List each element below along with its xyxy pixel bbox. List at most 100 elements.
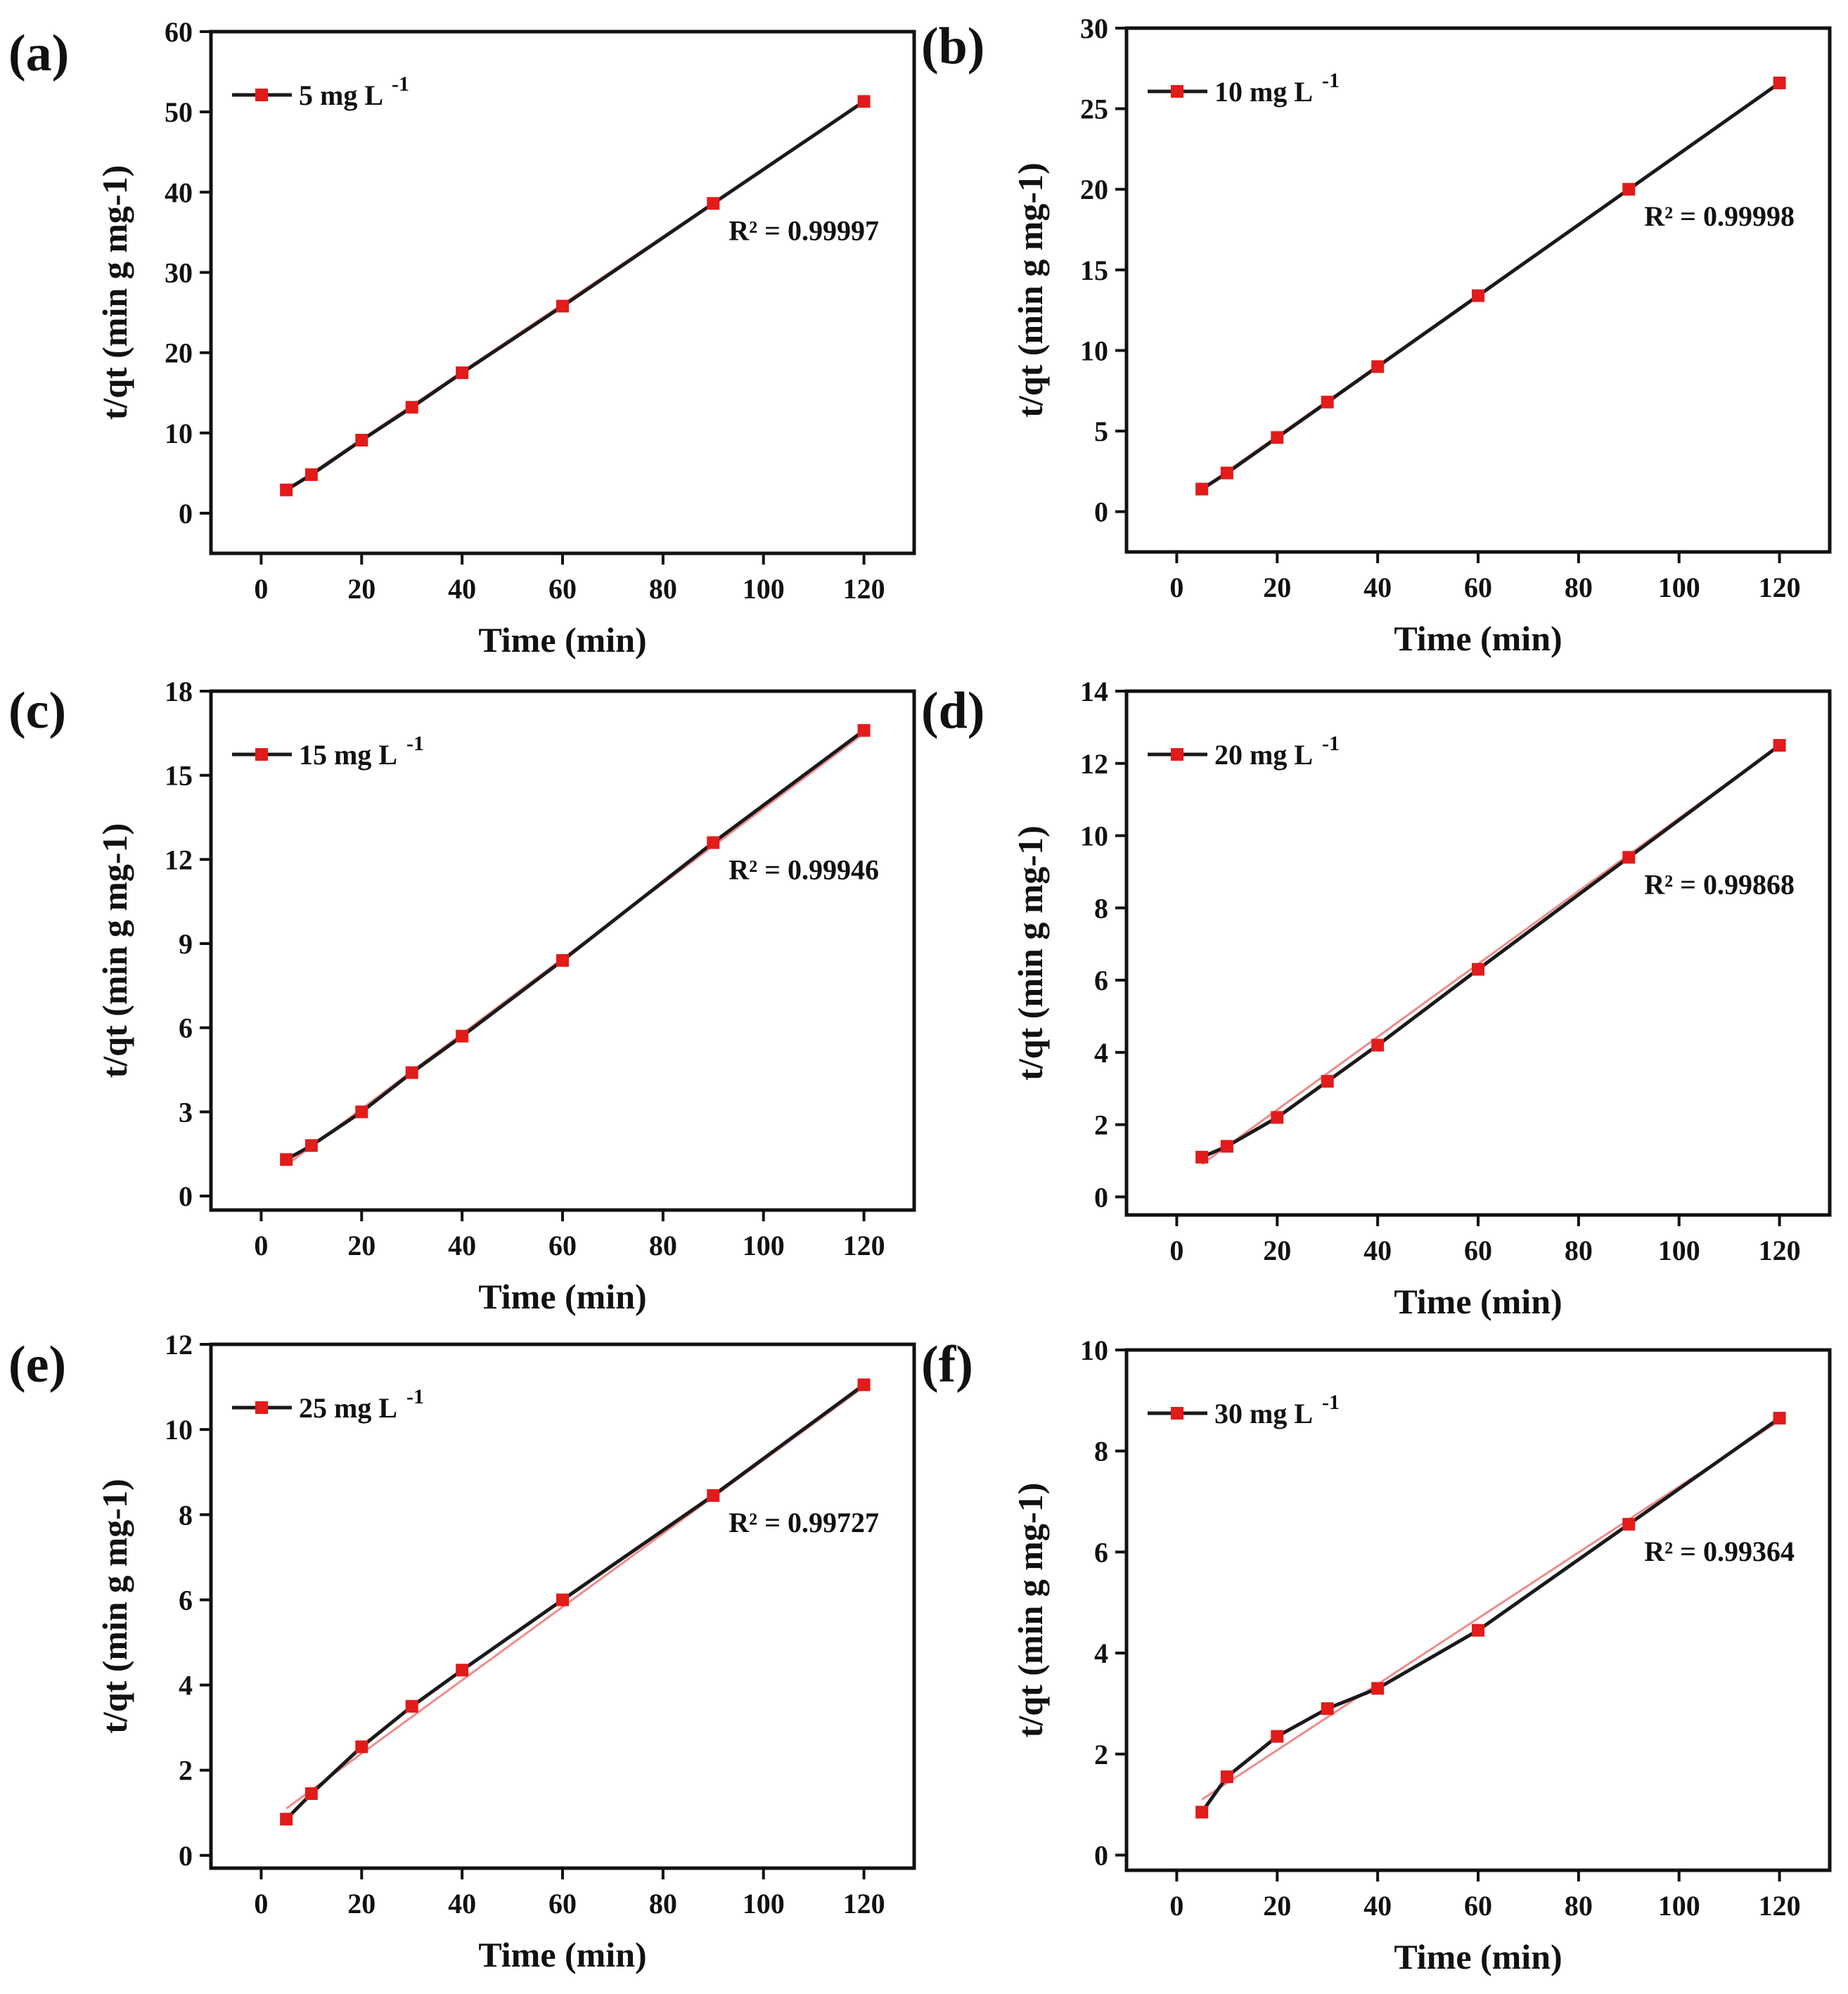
data-point (556, 300, 569, 313)
x-tick-label: 20 (347, 1230, 376, 1261)
y-tick-label: 4 (1094, 1037, 1108, 1069)
x-tick-label: 20 (347, 573, 376, 605)
data-point (1271, 431, 1284, 444)
x-axis-title: Time (min) (1394, 1937, 1562, 1976)
x-axis-title: Time (min) (478, 620, 646, 660)
x-tick-label: 60 (548, 573, 577, 605)
y-tick-label: 2 (1094, 1739, 1108, 1770)
data-point (1371, 360, 1385, 373)
y-tick-label: 2 (179, 1755, 193, 1787)
legend-marker (255, 89, 268, 101)
r-squared-annotation: R² = 0.99997 (729, 214, 879, 246)
x-tick-label: 20 (1263, 1235, 1291, 1266)
data-point (707, 1489, 720, 1503)
y-tick-label: 12 (165, 844, 193, 875)
data-point (707, 197, 720, 210)
data-point (456, 366, 469, 380)
y-tick-label: 0 (179, 498, 193, 529)
data-point (1195, 1150, 1209, 1164)
y-tick-label: 3 (179, 1096, 193, 1128)
r-squared-annotation: R² = 0.99868 (1644, 868, 1795, 900)
legend-superscript: -1 (392, 72, 409, 96)
legend-label: 30 mg L (1214, 1398, 1313, 1429)
x-tick-label: 60 (1464, 572, 1492, 603)
y-axis-title: t/qt (min g mg-1) (1010, 825, 1050, 1080)
x-tick-label: 40 (448, 1888, 476, 1919)
legend-label: 25 mg L (299, 1392, 397, 1424)
y-tick-label: 8 (1094, 1436, 1108, 1467)
chart-panel-3: (c) 0 20 40 60 80 100 120 0 3 6 9 12 15 18 Time (min) t/… (8, 676, 916, 1316)
y-tick-label: 20 (1080, 174, 1108, 205)
y-tick-label: 25 (1080, 94, 1108, 125)
legend-marker (1171, 1407, 1183, 1420)
x-tick-label: 0 (254, 1230, 268, 1261)
x-axis-title: Time (min) (478, 1277, 646, 1316)
chart-panel-2: (b) 0 20 40 60 80 100 120 0 5 10 15 20 25 30 Time (min)… (921, 13, 1832, 658)
x-tick-label: 0 (1169, 1235, 1183, 1266)
series-line (285, 100, 865, 491)
y-tick-label: 10 (1080, 335, 1108, 366)
x-tick-label: 100 (1658, 1235, 1700, 1266)
data-point (857, 95, 871, 108)
data-point (304, 468, 318, 482)
y-tick-label: 18 (165, 676, 193, 707)
data-point (1321, 395, 1334, 409)
chart-panel-5: (e) 0 20 40 60 80 100 120 0 2 4 6 8 10 12 Time (min) t/q… (8, 1329, 916, 1974)
data-point (707, 836, 720, 849)
y-tick-label: 10 (165, 1414, 193, 1446)
data-point (355, 1740, 368, 1754)
x-tick-label: 0 (1169, 572, 1183, 603)
x-tick-label: 60 (1464, 1890, 1492, 1922)
y-tick-label: 40 (165, 176, 193, 208)
data-point (556, 953, 569, 967)
legend-superscript: -1 (406, 1385, 424, 1408)
y-tick-label: 9 (179, 928, 193, 960)
x-tick-label: 40 (448, 573, 476, 605)
chart-panel-6: (f) 0 20 40 60 80 100 120 0 2 4 6 8 10 Time (min) t/qt … (921, 1334, 1832, 1976)
data-point (1622, 851, 1636, 864)
chart-panel-4: (d) 0 20 40 60 80 100 120 0 2 4 6 8 10 12 14 Time (min) t… (921, 676, 1832, 1321)
data-point (1321, 1074, 1334, 1088)
y-tick-label: 60 (165, 16, 193, 48)
panel-label: (e) (8, 1336, 66, 1394)
y-tick-label: 10 (1080, 1334, 1108, 1366)
series-line (1201, 744, 1781, 1159)
panel-label: (f) (921, 1336, 973, 1394)
y-tick-label: 4 (1094, 1638, 1108, 1669)
y-tick-label: 6 (1094, 965, 1108, 996)
data-point (1220, 1140, 1233, 1153)
panel-label: (d) (921, 682, 984, 740)
x-tick-label: 60 (548, 1230, 577, 1261)
data-point (1371, 1682, 1385, 1695)
x-tick-label: 40 (1363, 1890, 1392, 1922)
data-point (857, 723, 871, 737)
legend-marker (255, 748, 268, 761)
x-tick-label: 80 (1565, 572, 1593, 603)
data-point (280, 1813, 293, 1826)
y-tick-label: 8 (179, 1499, 193, 1531)
data-point (1773, 76, 1786, 89)
x-tick-label: 120 (843, 1888, 885, 1919)
x-tick-label: 120 (843, 1230, 885, 1261)
data-point (355, 1105, 368, 1119)
legend-superscript: -1 (1322, 1391, 1340, 1414)
y-tick-label: 0 (1094, 496, 1108, 528)
y-tick-label: 30 (1080, 13, 1108, 44)
y-tick-label: 50 (165, 96, 193, 128)
data-point (405, 1066, 418, 1079)
data-point (1773, 739, 1786, 752)
data-point (1271, 1111, 1284, 1124)
x-tick-label: 100 (743, 573, 785, 605)
panel-label: (b) (921, 18, 984, 75)
data-point (1472, 1623, 1484, 1637)
y-tick-label: 6 (1094, 1536, 1108, 1568)
x-tick-label: 40 (1363, 1235, 1392, 1266)
x-tick-label: 120 (1759, 1890, 1801, 1922)
y-tick-label: 20 (165, 337, 193, 369)
data-point (456, 1029, 469, 1043)
y-tick-label: 12 (165, 1329, 193, 1361)
y-tick-label: 0 (1094, 1839, 1108, 1871)
y-tick-label: 30 (165, 257, 193, 288)
y-tick-label: 0 (179, 1181, 193, 1212)
